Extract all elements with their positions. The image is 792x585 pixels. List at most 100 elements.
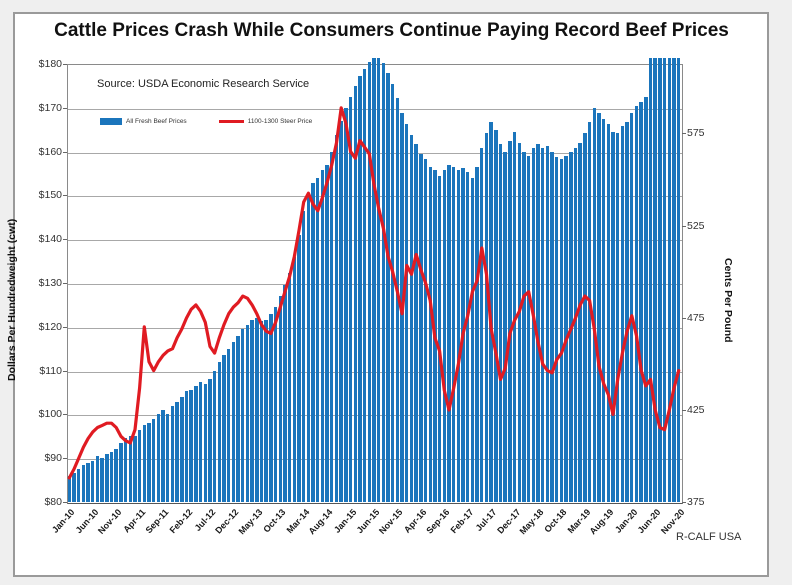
bar	[147, 422, 151, 502]
bar	[437, 175, 442, 502]
bar	[540, 148, 545, 502]
left-axis-tick-label: $180	[38, 58, 62, 70]
bar	[316, 177, 320, 502]
bar	[475, 166, 479, 502]
bar	[606, 124, 611, 502]
bar	[550, 151, 554, 502]
bar	[222, 354, 226, 502]
left-axis-tickmark	[63, 239, 67, 241]
bar	[250, 319, 254, 502]
bar	[194, 385, 198, 502]
legend-item-beef: All Fresh Beef Prices	[100, 118, 187, 125]
bar	[76, 468, 81, 502]
bar	[156, 413, 161, 502]
bar	[161, 409, 165, 502]
bar	[325, 164, 329, 502]
bar	[423, 159, 428, 502]
right-axis-tickmark	[682, 409, 686, 411]
right-axis-tick-label: 525	[687, 219, 705, 232]
bar	[376, 57, 381, 502]
bar	[447, 164, 451, 502]
line-swatch-icon	[218, 120, 244, 123]
bar	[226, 349, 231, 502]
bar	[578, 142, 582, 502]
bar	[344, 107, 348, 502]
right-axis-tickmark	[682, 317, 686, 319]
right-axis-tickmark	[682, 133, 686, 135]
bar	[128, 435, 132, 502]
left-axis-tickmark	[63, 502, 67, 503]
bar	[634, 105, 639, 502]
credit-text: R-CALF USA	[676, 531, 742, 543]
left-axis-tickmark	[63, 283, 67, 284]
steer-price-line	[67, 106, 681, 480]
bar	[269, 314, 273, 502]
bar	[526, 155, 531, 502]
left-axis-tickmark	[63, 64, 67, 65]
bar	[114, 448, 118, 502]
bar	[259, 321, 264, 502]
left-axis-tick-label: $90	[44, 452, 62, 465]
bar	[180, 396, 184, 502]
bar	[255, 317, 259, 502]
bar	[512, 131, 517, 502]
right-axis-tickmark	[682, 225, 686, 227]
bar	[330, 151, 334, 502]
bar	[133, 435, 137, 502]
bar	[470, 177, 475, 502]
bar	[245, 325, 250, 502]
bar	[198, 382, 203, 502]
bar	[559, 159, 564, 502]
right-axis-tick-label: 575	[687, 127, 705, 140]
bar	[151, 419, 156, 502]
bar	[442, 170, 446, 502]
left-axis-tickmark	[63, 195, 67, 197]
bar	[292, 256, 296, 502]
bar	[587, 122, 592, 502]
bar	[428, 166, 432, 502]
bar	[480, 148, 484, 502]
bar	[611, 131, 615, 502]
bar	[264, 319, 268, 502]
legend-label: 1100-1300 Steer Price	[247, 118, 313, 125]
bar	[367, 61, 371, 502]
source-note: Source: USDA Economic Research Service	[97, 78, 310, 90]
right-axis-tick-label: 375	[687, 496, 705, 508]
bar	[334, 135, 339, 502]
bar	[391, 83, 395, 502]
left-axis-tickmark	[63, 107, 67, 109]
bar	[189, 389, 193, 502]
bar	[601, 118, 606, 502]
bar	[320, 170, 325, 502]
bar	[203, 384, 207, 502]
bar	[597, 113, 601, 502]
bar	[339, 120, 343, 502]
left-axis-tickmark	[63, 326, 67, 328]
bar	[508, 140, 512, 502]
bar	[658, 57, 662, 502]
bar	[414, 144, 418, 502]
bar	[283, 284, 287, 502]
left-axis-tickmark	[63, 151, 67, 153]
left-axis-tick-label: $150	[38, 189, 62, 202]
bar	[409, 135, 414, 502]
bar	[208, 378, 212, 502]
right-axis-tick-label: 475	[687, 311, 705, 324]
bar	[644, 96, 648, 502]
bar	[170, 406, 175, 502]
bar	[503, 151, 507, 502]
bar	[297, 234, 301, 502]
left-axis-tickmark	[63, 370, 67, 372]
bar	[358, 76, 362, 502]
right-axis-title: Cents Per Pound	[722, 257, 734, 343]
bar	[381, 63, 386, 502]
bar	[109, 452, 114, 502]
bar	[517, 142, 521, 502]
bar	[241, 328, 245, 502]
bar	[494, 129, 498, 502]
bar	[662, 57, 667, 502]
bar	[451, 166, 456, 502]
bar	[212, 371, 217, 502]
bar	[306, 194, 311, 502]
